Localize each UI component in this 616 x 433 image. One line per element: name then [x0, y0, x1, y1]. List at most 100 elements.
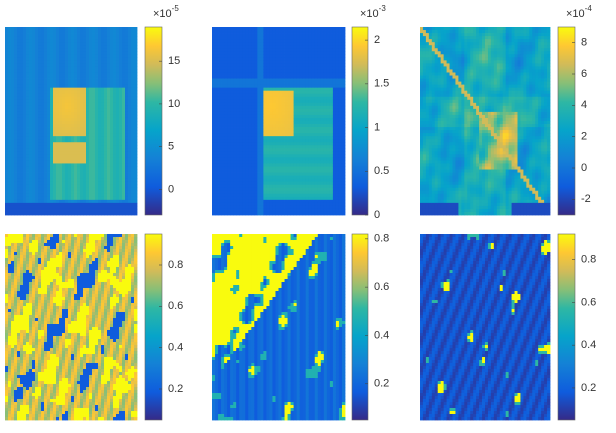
heatmap-cell: [86, 103, 89, 106]
heatmap-cell: [260, 154, 263, 157]
heatmap-cell: [260, 94, 263, 97]
heatmap-cell: [266, 170, 269, 173]
heatmap-cell: [77, 91, 80, 94]
heatmap-cell: [312, 206, 315, 209]
heatmap-cell: [53, 69, 56, 72]
heatmap-cell: [266, 163, 269, 166]
heatmap-cell: [83, 115, 86, 118]
heatmap-cell: [74, 48, 77, 51]
heatmap-cell: [47, 209, 50, 212]
heatmap-cell: [303, 45, 306, 48]
heatmap-cell: [89, 209, 92, 212]
heatmap-cell: [8, 115, 11, 118]
heatmap-cell: [227, 57, 230, 60]
heatmap-cell: [92, 121, 95, 124]
heatmap-cell: [218, 139, 221, 142]
heatmap-cell: [242, 139, 245, 142]
heatmap-cell: [59, 136, 62, 139]
heatmap-cell: [242, 97, 245, 100]
heatmap-cell: [41, 36, 44, 39]
heatmap-cell: [318, 151, 321, 154]
heatmap-cell: [77, 82, 80, 85]
heatmap-cell: [116, 203, 119, 206]
heatmap-cell: [279, 139, 282, 142]
heatmap-cell: [315, 139, 318, 142]
heatmap-cell: [119, 54, 122, 57]
heatmap-cell: [236, 136, 239, 139]
heatmap-cell: [215, 124, 218, 127]
heatmap-cell: [56, 82, 59, 85]
heatmap-cell: [134, 191, 137, 194]
heatmap-cell: [134, 72, 137, 75]
heatmap-cell: [236, 170, 239, 173]
heatmap-cell: [110, 157, 113, 160]
heatmap-cell: [47, 148, 50, 151]
heatmap-cell: [134, 57, 137, 60]
heatmap-cell: [291, 139, 294, 142]
heatmap-cell: [285, 48, 288, 51]
heatmap-cell: [23, 30, 26, 33]
heatmap-cell: [251, 39, 254, 42]
heatmap-cell: [20, 85, 23, 88]
heatmap-cell: [236, 63, 239, 66]
heatmap-cell: [74, 88, 77, 91]
heatmap-cell: [309, 100, 312, 103]
heatmap-cell: [89, 63, 92, 66]
heatmap-cell: [251, 127, 254, 130]
heatmap-cell: [125, 103, 128, 106]
heatmap-cell: [239, 194, 242, 197]
heatmap-cell: [47, 194, 50, 197]
heatmap-cell: [221, 139, 224, 142]
heatmap-cell: [260, 121, 263, 124]
heatmap-cell: [260, 200, 263, 203]
heatmap-cell: [321, 66, 324, 69]
heatmap-cell: [248, 166, 251, 169]
heatmap-cell: [77, 115, 80, 118]
heatmap-cell: [260, 118, 263, 121]
heatmap-cell: [263, 85, 266, 88]
heatmap-cell: [71, 176, 74, 179]
heatmap-cell: [122, 57, 125, 60]
heatmap-cell: [215, 60, 218, 63]
heatmap-cell: [257, 127, 260, 130]
heatmap-cell: [38, 45, 41, 48]
heatmap-cell: [218, 103, 221, 106]
heatmap-cell: [239, 115, 242, 118]
heatmap-cell: [309, 45, 312, 48]
heatmap-cell: [215, 191, 218, 194]
heatmap-cell: [242, 51, 245, 54]
heatmap-cell: [116, 176, 119, 179]
heatmap-cell: [89, 66, 92, 69]
heatmap-cell: [86, 130, 89, 133]
heatmap-cell: [95, 130, 98, 133]
heatmap-cell: [59, 145, 62, 148]
heatmap-cell: [23, 45, 26, 48]
heatmap-cell: [80, 151, 83, 154]
heatmap-cell: [95, 27, 98, 30]
heatmap-cell: [321, 100, 324, 103]
heatmap-cell: [260, 206, 263, 209]
heatmap-cell: [113, 170, 116, 173]
heatmap-cell: [17, 36, 20, 39]
heatmap-cell: [318, 176, 321, 179]
heatmap-cell: [101, 127, 104, 130]
heatmap-cell: [215, 139, 218, 142]
heatmap-cell: [41, 148, 44, 151]
heatmap-cell: [239, 60, 242, 63]
heatmap-cell: [74, 42, 77, 45]
heatmap-cell: [113, 124, 116, 127]
heatmap-cell: [83, 54, 86, 57]
heatmap-cell: [56, 48, 59, 51]
heatmap-cell: [59, 160, 62, 163]
heatmap-cell: [254, 112, 257, 115]
heatmap-cell: [282, 203, 285, 206]
heatmap-cell: [20, 206, 23, 209]
heatmap-cell: [300, 54, 303, 57]
heatmap-cell: [131, 157, 134, 160]
heatmap-cell: [309, 94, 312, 97]
heatmap-cell: [41, 109, 44, 112]
heatmap-cell: [218, 173, 221, 176]
heatmap-cell: [251, 151, 254, 154]
heatmap-cell: [245, 130, 248, 133]
heatmap-cell: [131, 30, 134, 33]
